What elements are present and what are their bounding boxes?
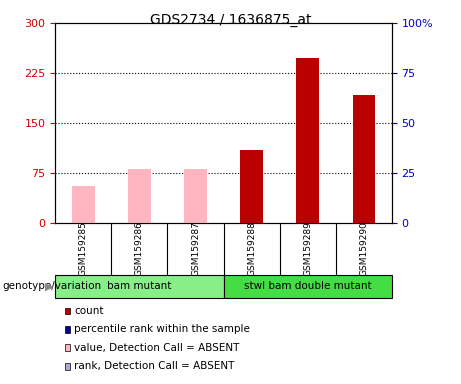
Text: GDS2734 / 1636875_at: GDS2734 / 1636875_at <box>150 13 311 27</box>
Bar <box>184 169 207 223</box>
Text: percentile rank within the sample: percentile rank within the sample <box>74 324 250 334</box>
Text: value, Detection Call = ABSENT: value, Detection Call = ABSENT <box>74 343 240 353</box>
Bar <box>224 275 392 298</box>
Bar <box>128 169 151 223</box>
Text: rank, Detection Call = ABSENT: rank, Detection Call = ABSENT <box>74 361 235 371</box>
Text: genotype/variation: genotype/variation <box>2 281 101 291</box>
Text: GSM159285: GSM159285 <box>79 221 88 276</box>
Text: GSM159287: GSM159287 <box>191 221 200 276</box>
Bar <box>241 149 263 223</box>
Bar <box>72 186 95 223</box>
Text: GSM159289: GSM159289 <box>303 221 312 276</box>
Bar <box>55 275 224 298</box>
Bar <box>296 58 319 223</box>
Text: GSM159288: GSM159288 <box>247 221 256 276</box>
Text: ▶: ▶ <box>45 281 53 291</box>
Text: GSM159290: GSM159290 <box>359 221 368 276</box>
Text: bam mutant: bam mutant <box>107 281 171 291</box>
Text: count: count <box>74 306 104 316</box>
Text: stwl bam double mutant: stwl bam double mutant <box>244 281 372 291</box>
Text: GSM159286: GSM159286 <box>135 221 144 276</box>
Bar <box>353 95 375 223</box>
